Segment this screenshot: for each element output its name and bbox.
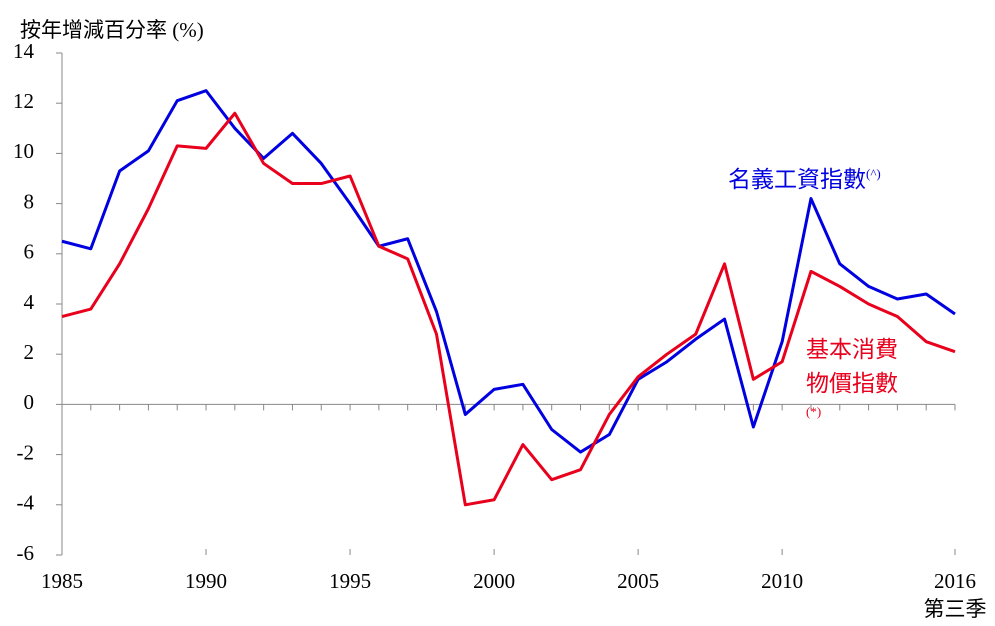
series-line (61, 111, 956, 507)
x-tick-label: 2000 (473, 569, 515, 593)
x-note: 第三季 (924, 597, 987, 621)
series-label: 名義工資指數(^) (728, 163, 881, 197)
y-axis-label: 按年增減百分率 (%) (20, 18, 204, 42)
x-tick-label: 1990 (185, 569, 227, 593)
x-tick-label: 1995 (329, 569, 371, 593)
y-tick-label: 4 (24, 290, 35, 314)
y-tick-label: 14 (13, 39, 35, 63)
y-tick-label: 10 (13, 139, 34, 163)
series-line (61, 89, 956, 454)
y-tick-label: -6 (17, 541, 35, 565)
y-tick-label: 2 (24, 340, 35, 364)
series-label: 基本消費物價指數 (*) (806, 333, 898, 435)
y-tick-label: 6 (24, 240, 35, 264)
series-name: 名義工資指數 (728, 167, 866, 192)
series-marker: (^) (866, 166, 881, 181)
y-tick-label: 8 (24, 189, 35, 213)
y-tick-label: -2 (17, 440, 35, 464)
y-tick-label: 0 (24, 390, 35, 414)
series-marker: (*) (806, 404, 822, 419)
x-tick-label: 1985 (41, 569, 83, 593)
y-tick-label: -4 (17, 491, 35, 515)
x-tick-label: 2010 (761, 569, 803, 593)
y-tick-label: 12 (13, 89, 34, 113)
x-tick-label: 2005 (617, 569, 659, 593)
series-name: 基本消費物價指數 (806, 337, 898, 396)
x-tick-label: 2016 (934, 569, 976, 593)
